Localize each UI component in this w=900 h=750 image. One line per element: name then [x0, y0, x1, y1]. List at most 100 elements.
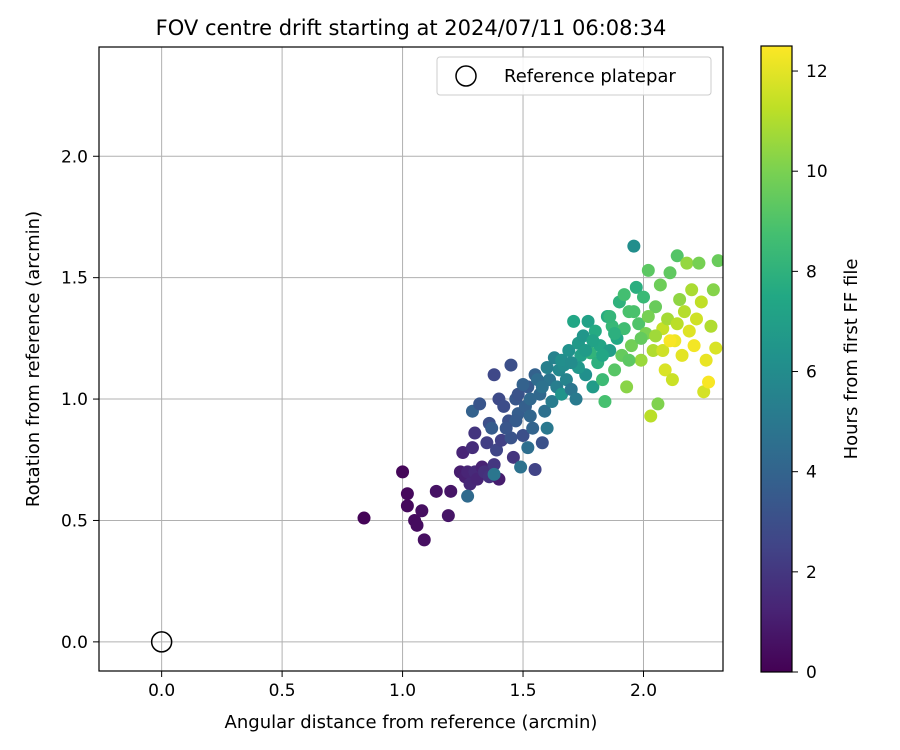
data-point — [396, 465, 410, 479]
data-point — [576, 329, 590, 343]
data-point — [415, 504, 429, 518]
data-point — [632, 317, 646, 331]
data-point — [697, 385, 711, 399]
data-points — [357, 239, 723, 547]
data-point — [608, 363, 622, 377]
data-point — [511, 387, 525, 401]
y-tick-label: 0.0 — [61, 633, 88, 653]
data-point — [641, 310, 655, 324]
data-point — [410, 518, 424, 532]
data-point — [523, 392, 537, 406]
data-point — [562, 344, 576, 358]
data-point — [490, 443, 504, 457]
data-point — [564, 356, 578, 370]
data-point — [538, 404, 552, 418]
data-point — [596, 373, 610, 387]
data-point — [598, 394, 612, 408]
data-point — [586, 334, 600, 348]
data-point — [653, 278, 667, 292]
data-point — [665, 373, 679, 387]
data-point — [649, 329, 663, 343]
colorbar — [760, 45, 793, 673]
data-point — [704, 319, 718, 333]
data-point — [596, 348, 610, 362]
data-point — [620, 380, 634, 394]
data-point — [497, 399, 511, 413]
data-point — [702, 375, 716, 389]
x-tick-label: 1.5 — [510, 681, 537, 701]
data-point — [694, 295, 708, 309]
data-point — [624, 339, 638, 353]
data-point — [540, 360, 554, 374]
data-point — [641, 263, 655, 277]
data-point — [670, 249, 684, 263]
data-point — [468, 426, 482, 440]
data-point — [677, 305, 691, 319]
data-point — [622, 353, 636, 367]
data-point — [680, 256, 694, 270]
data-point — [636, 290, 650, 304]
x-tick-label: 0.0 — [148, 681, 175, 701]
data-point — [526, 421, 540, 435]
data-point — [400, 499, 414, 513]
data-point — [441, 509, 455, 523]
data-point — [480, 436, 494, 450]
data-point — [588, 324, 602, 338]
data-point — [685, 283, 699, 297]
x-tick-label: 2.0 — [630, 681, 657, 701]
data-point — [581, 314, 595, 328]
colorbar-tick-label: 12 — [806, 62, 828, 82]
data-point — [487, 467, 501, 481]
data-point — [709, 341, 723, 355]
data-point — [661, 312, 675, 326]
colorbar-tick-label: 4 — [806, 463, 817, 483]
data-point — [682, 324, 696, 338]
data-point — [540, 421, 554, 435]
data-point — [429, 484, 443, 498]
data-point — [651, 397, 665, 411]
data-point — [634, 331, 648, 345]
data-point — [485, 421, 499, 435]
data-point — [499, 421, 513, 435]
data-point — [663, 334, 677, 348]
data-point — [559, 373, 573, 387]
x-axis-ticks: 0.0 0.5 1.0 1.5 2.0 — [148, 671, 657, 701]
data-point — [603, 310, 617, 324]
colorbar-ticks: 0 2 4 6 8 10 12 — [792, 62, 828, 683]
data-point — [675, 348, 689, 362]
data-point — [617, 322, 631, 336]
data-point — [461, 489, 475, 503]
chart-title: FOV centre drift starting at 2024/07/11 … — [156, 16, 667, 40]
colorbar-tick-label: 8 — [806, 262, 817, 282]
data-point — [629, 280, 643, 294]
data-point — [516, 428, 530, 442]
data-point — [564, 382, 578, 396]
data-point — [357, 511, 371, 525]
data-point — [646, 344, 660, 358]
data-point — [506, 450, 520, 464]
y-tick-label: 2.0 — [61, 147, 88, 167]
colorbar-tick-label: 2 — [806, 563, 817, 583]
data-point — [627, 305, 641, 319]
legend-box — [436, 56, 712, 96]
reference-platepar-marker — [150, 631, 173, 653]
data-point — [555, 387, 569, 401]
data-point — [711, 254, 723, 268]
y-tick-label: 1.5 — [61, 269, 88, 289]
data-point — [535, 380, 549, 394]
colorbar-label: Hours from first FF file — [841, 259, 862, 460]
data-point — [514, 460, 528, 474]
x-tick-label: 1.0 — [389, 681, 416, 701]
data-point — [521, 441, 535, 455]
data-point — [504, 431, 518, 445]
data-point — [699, 353, 713, 367]
data-point — [634, 353, 648, 367]
data-point — [535, 436, 549, 450]
colorbar-tick-label: 6 — [806, 363, 817, 383]
data-point — [649, 300, 663, 314]
data-point — [509, 414, 523, 428]
data-point — [400, 487, 414, 501]
data-point — [465, 441, 479, 455]
data-point — [528, 462, 542, 476]
